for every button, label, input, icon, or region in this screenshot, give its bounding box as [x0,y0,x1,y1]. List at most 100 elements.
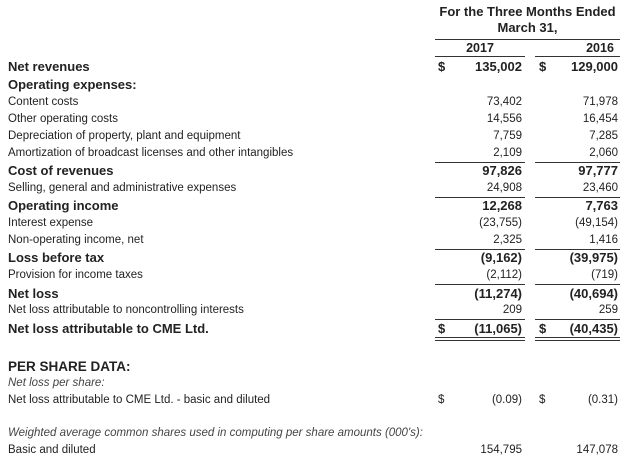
cell-value: (40,694) [569,286,618,301]
row-label: Net revenues [8,59,90,74]
period-header: For the Three Months Ended March 31, [439,4,616,35]
cell-value: (39,975) [569,250,618,265]
cell-value: 2,060 [589,147,618,159]
year-header: 2017 [466,41,494,55]
table-row: Provision for income taxes (2,112) (719) [0,267,640,284]
table-row: Net loss (11,274) (40,694) [0,285,640,302]
currency-sign: $ [438,59,446,74]
currency-sign: $ [438,321,446,336]
cell-value: 129,000 [571,59,618,74]
row-label: Provision for income taxes [8,269,143,281]
cell-value: 16,454 [582,113,618,125]
table-row: Weighted average common shares used in c… [0,425,640,442]
cell-value: 259 [598,304,618,316]
subtotal-rule [435,197,525,198]
cell-value: 147,078 [576,444,618,456]
currency-sign: $ [539,59,547,74]
table-row: Loss before tax (9,162) (39,975) [0,249,640,266]
cell-value: 2,325 [493,234,522,246]
table-row: PER SHARE DATA: [0,358,640,375]
row-label: Non-operating income, net [8,234,144,246]
row-label: PER SHARE DATA: [8,359,131,374]
year-rule [435,56,525,57]
row-label: Operating expenses: [8,77,137,92]
table-row: Net loss attributable to CME Ltd. $ $ (11,0… [0,320,640,337]
subtotal-rule [535,319,620,320]
subtotal-rule [535,197,620,198]
total-rule [435,337,525,341]
row-label: Depreciation of property, plant and equi… [8,130,241,142]
cell-value: (719) [591,269,618,281]
cell-value: 24,908 [486,182,522,194]
year-header: 2016 [586,41,614,55]
cell-value: 7,759 [493,130,522,142]
cell-value: 209 [502,304,522,316]
row-label: Interest expense [8,217,94,229]
cell-value: 12,268 [482,198,522,213]
table-row: Net loss per share: [0,375,640,392]
subtotal-rule [435,249,525,250]
currency-sign: $ [539,394,546,406]
table-row: Cost of revenues 97,826 97,777 [0,162,640,179]
cell-value: (2,112) [486,269,522,281]
cell-value: (23,755) [479,217,522,229]
row-label: Cost of revenues [8,163,114,178]
cell-value: (9,162) [480,250,522,265]
subtotal-rule [435,162,525,163]
table-row: Content costs 73,402 71,978 [0,94,640,111]
cell-value: 135,002 [475,59,522,74]
table-row: Operating expenses: [0,76,640,93]
cell-value: (11,065) [474,321,522,336]
cell-value: 71,978 [582,96,618,108]
row-label: Net loss per share: [8,377,105,389]
table-row: Net loss attributable to noncontrolling … [0,302,640,319]
row-label: Loss before tax [8,250,105,265]
table-row: Selling, general and administrative expe… [0,180,640,197]
cell-value: (49,154) [575,217,618,229]
row-label: Selling, general and administrative expe… [8,182,237,194]
row-label: Net loss attributable to noncontrolling … [8,304,244,316]
table-row: Net loss attributable to CME Ltd. - basi… [0,392,640,409]
row-label: Net loss attributable to CME Ltd. [8,321,209,336]
row-label: Other operating costs [8,113,118,125]
row-label: Net loss attributable to CME Ltd. - basi… [8,394,271,406]
year-rule [535,56,620,57]
table-row: Depreciation of property, plant and equi… [0,128,640,145]
cell-value: (11,274) [474,286,522,301]
row-label: Amortization of broadcast licenses and o… [8,147,294,159]
cell-value: 154,795 [480,444,522,456]
cell-value: 14,556 [486,113,522,125]
cell-value: 7,285 [589,130,618,142]
table-row: Amortization of broadcast licenses and o… [0,145,640,162]
table-row: Basic and diluted 154,795 147,078 [0,442,640,459]
row-label: Content costs [8,96,79,108]
cell-value: 97,777 [578,163,618,178]
table-row: Operating income 12,268 7,763 [0,197,640,214]
total-rule [535,337,620,341]
currency-sign: $ [539,321,547,336]
cell-value: 73,402 [486,96,522,108]
cell-value: 23,460 [582,182,618,194]
cell-value: (0.31) [587,394,618,406]
currency-sign: $ [438,394,445,406]
row-label: Weighted average common shares used in c… [8,427,423,439]
table-row: Non-operating income, net 2,325 1,416 [0,232,640,249]
cell-value: 2,109 [493,147,522,159]
table-row: Interest expense (23,755) (49,154) [0,215,640,232]
row-label: Net loss [8,286,59,301]
table-row: Net revenues $ $135,002 129,000 [0,58,640,75]
cell-value: (0.09) [491,394,522,406]
cell-value: 7,763 [585,198,618,213]
subtotal-rule [535,284,620,285]
subtotal-rule [435,284,525,285]
row-label: Basic and diluted [8,444,96,456]
table-row: Other operating costs 14,556 16,454 [0,111,640,128]
cell-value: 1,416 [589,234,618,246]
subtotal-rule [535,249,620,250]
subtotal-rule [435,319,525,320]
subtotal-rule [535,162,620,163]
cell-value: (40,435) [569,321,618,336]
cell-value: 97,826 [482,163,522,178]
header-rule [435,39,620,40]
